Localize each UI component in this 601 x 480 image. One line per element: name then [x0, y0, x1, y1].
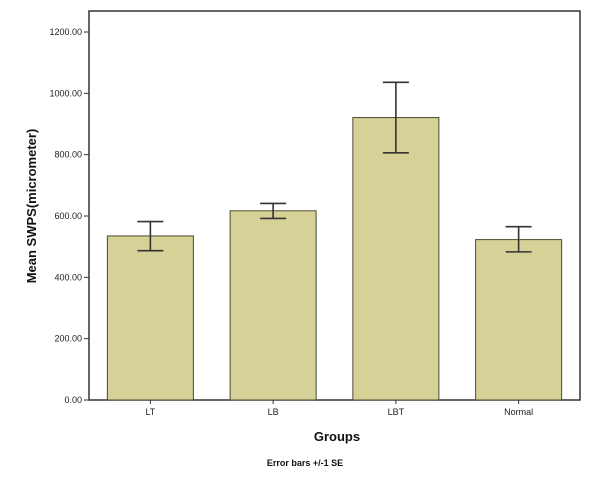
x-tick-label: LT	[145, 407, 155, 417]
x-axis: LT LB LBT Normal	[145, 400, 533, 417]
y-axis: 0.00 200.00 400.00 600.00 800.00 1000.00 1200.…	[49, 27, 89, 405]
x-tick-label: Normal	[504, 407, 533, 417]
y-tick-label: 1200.00	[49, 27, 82, 37]
y-tick-label: 0.00	[64, 395, 82, 405]
bar-lb	[229, 210, 317, 401]
error-bars-group	[137, 81, 532, 253]
y-tick-label: 200.00	[54, 334, 82, 344]
y-axis-title: Mean SWPS(micrometer)	[24, 129, 39, 284]
bar-lt	[106, 235, 194, 401]
bar-normal	[475, 239, 563, 401]
y-tick-label: 800.00	[54, 150, 82, 160]
bars-group	[106, 117, 563, 401]
y-tick-label: 600.00	[54, 211, 82, 221]
x-tick-label: LBT	[388, 407, 405, 417]
error-bars-footnote: Error bars +/-1 SE	[267, 458, 343, 468]
y-tick-label: 400.00	[54, 272, 82, 282]
x-axis-title: Groups	[314, 429, 360, 444]
x-tick-label: LB	[268, 407, 279, 417]
bar-lbt	[352, 117, 440, 401]
y-tick-label: 1000.00	[49, 88, 82, 98]
